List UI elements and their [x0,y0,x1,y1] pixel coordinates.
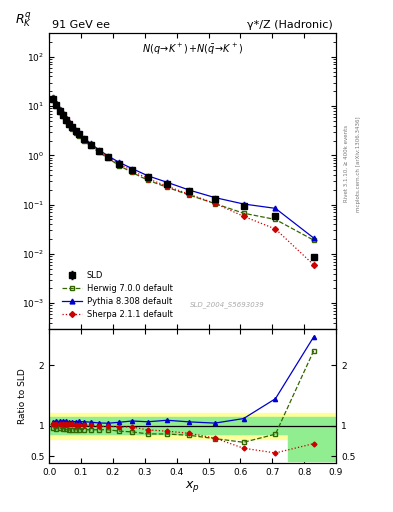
Herwig 7.0.0 default [51,97,56,103]
Text: 91 GeV ee: 91 GeV ee [52,20,110,30]
Bar [49,417,288,434]
Sherpa 2.1.1 default [96,147,101,154]
Y-axis label: $R_K^q$: $R_K^q$ [15,11,32,30]
Sherpa 2.1.1 default [187,191,192,198]
Sherpa 2.1.1 default [54,101,59,108]
Pythia 8.308 default [187,187,192,193]
Pythia 8.308 default [57,106,62,112]
Sherpa 2.1.1 default [106,154,110,160]
Herwig 7.0.0 default [187,192,192,198]
Pythia 8.308 default [106,153,110,159]
Bar [288,413,336,461]
X-axis label: $x_p$: $x_p$ [185,479,200,494]
Text: Rivet 3.1.10, ≥ 400k events: Rivet 3.1.10, ≥ 400k events [344,125,349,202]
Pythia 8.308 default [70,123,75,129]
Pythia 8.308 default [64,115,68,121]
Herwig 7.0.0 default [64,118,68,124]
Pythia 8.308 default [273,205,278,211]
Line: Sherpa 2.1.1 default: Sherpa 2.1.1 default [51,96,316,267]
Sherpa 2.1.1 default [70,124,75,130]
Bar [49,413,288,439]
Sherpa 2.1.1 default [311,262,316,268]
Herwig 7.0.0 default [96,149,101,155]
Text: mcplots.cern.ch [arXiv:1306.3436]: mcplots.cern.ch [arXiv:1306.3436] [356,116,361,211]
Pythia 8.308 default [73,126,78,133]
Herwig 7.0.0 default [311,237,316,243]
Sherpa 2.1.1 default [145,176,150,182]
Herwig 7.0.0 default [54,103,59,109]
Pythia 8.308 default [82,135,86,141]
Herwig 7.0.0 default [76,133,81,139]
Sherpa 2.1.1 default [51,95,56,101]
Herwig 7.0.0 default [88,143,93,149]
Sherpa 2.1.1 default [57,107,62,113]
Herwig 7.0.0 default [213,201,217,207]
Herwig 7.0.0 default [130,169,134,176]
Sherpa 2.1.1 default [61,112,65,118]
Sherpa 2.1.1 default [76,131,81,137]
Sherpa 2.1.1 default [117,161,121,167]
Text: $N(q\!\rightarrow\! K^+)\!+\!N(\bar{q}\!\rightarrow\! K^+)$: $N(q\!\rightarrow\! K^+)\!+\!N(\bar{q}\!… [142,42,243,57]
Sherpa 2.1.1 default [165,183,169,189]
Herwig 7.0.0 default [117,162,121,168]
Sherpa 2.1.1 default [82,136,86,142]
Pythia 8.308 default [311,235,316,241]
Line: Pythia 8.308 default: Pythia 8.308 default [51,95,316,241]
Herwig 7.0.0 default [57,109,62,115]
Pythia 8.308 default [165,179,169,185]
Line: Herwig 7.0.0 default: Herwig 7.0.0 default [51,97,316,243]
Legend: SLD, Herwig 7.0.0 default, Pythia 8.308 default, Sherpa 2.1.1 default: SLD, Herwig 7.0.0 default, Pythia 8.308 … [59,268,175,322]
Herwig 7.0.0 default [145,177,150,183]
Herwig 7.0.0 default [165,184,169,190]
Herwig 7.0.0 default [82,138,86,144]
Herwig 7.0.0 default [61,113,65,119]
Sherpa 2.1.1 default [241,213,246,219]
Sherpa 2.1.1 default [213,200,217,206]
Sherpa 2.1.1 default [67,120,72,126]
Herwig 7.0.0 default [73,130,78,136]
Text: SLD_2004_S5693039: SLD_2004_S5693039 [189,302,264,308]
Text: γ*/Z (Hadronic): γ*/Z (Hadronic) [248,20,333,30]
Sherpa 2.1.1 default [273,226,278,232]
Pythia 8.308 default [241,201,246,207]
Y-axis label: Ratio to SLD: Ratio to SLD [18,368,27,424]
Pythia 8.308 default [213,195,217,201]
Pythia 8.308 default [88,140,93,146]
Bar [288,417,336,461]
Herwig 7.0.0 default [241,210,246,216]
Sherpa 2.1.1 default [73,127,78,134]
Sherpa 2.1.1 default [88,141,93,147]
Pythia 8.308 default [51,94,56,100]
Pythia 8.308 default [67,119,72,125]
Herwig 7.0.0 default [106,155,110,161]
Sherpa 2.1.1 default [64,116,68,122]
Pythia 8.308 default [96,146,101,153]
Pythia 8.308 default [130,165,134,172]
Pythia 8.308 default [117,159,121,165]
Pythia 8.308 default [76,130,81,136]
Herwig 7.0.0 default [70,126,75,132]
Herwig 7.0.0 default [273,217,278,223]
Sherpa 2.1.1 default [130,167,134,174]
Herwig 7.0.0 default [67,122,72,128]
Pythia 8.308 default [145,173,150,179]
Pythia 8.308 default [54,100,59,106]
Pythia 8.308 default [61,111,65,117]
